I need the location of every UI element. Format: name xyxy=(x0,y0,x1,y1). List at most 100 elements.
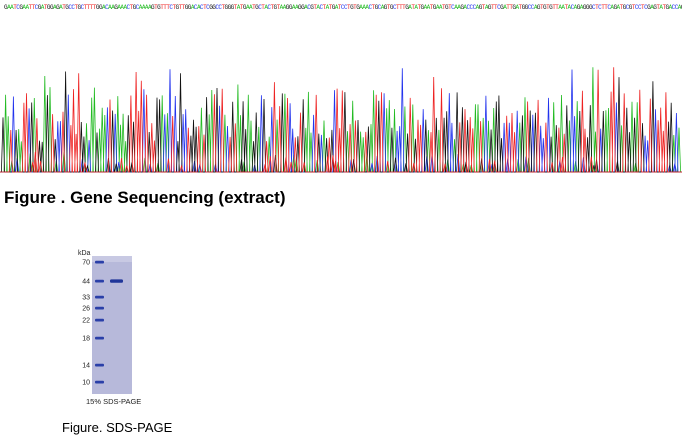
base-call: A xyxy=(359,4,363,11)
base-call: G xyxy=(77,4,82,11)
base-call: T xyxy=(160,4,164,11)
base-call: A xyxy=(454,4,458,11)
base-call: A xyxy=(677,4,682,11)
base-call: T xyxy=(92,4,97,11)
base-call: G xyxy=(536,4,541,11)
base-call: A xyxy=(53,4,57,11)
base-call: A xyxy=(10,4,14,11)
base-call: C xyxy=(671,4,676,11)
base-call: G xyxy=(681,4,682,11)
base-call: T xyxy=(490,4,495,11)
base-call: G xyxy=(224,4,229,11)
base-call: T xyxy=(386,4,391,11)
base-call: C xyxy=(368,4,372,11)
marker-label-10: 10 xyxy=(82,380,90,387)
base-call: C xyxy=(530,4,535,11)
base-call: G xyxy=(374,4,379,11)
base-call: T xyxy=(506,4,510,11)
gel-slab xyxy=(92,256,132,394)
base-call: A xyxy=(408,4,412,11)
base-call: C xyxy=(392,4,397,11)
base-call: G xyxy=(478,4,483,11)
base-call: G xyxy=(227,4,232,11)
marker-label-22: 22 xyxy=(82,318,90,325)
marker-band-22 xyxy=(95,318,104,322)
base-call: T xyxy=(509,4,513,11)
base-call: C xyxy=(215,4,219,11)
base-call: G xyxy=(184,4,189,11)
base-call: C xyxy=(570,4,575,11)
base-call: T xyxy=(178,4,183,11)
base-call: T xyxy=(347,4,351,11)
gel-unit-label: kDa xyxy=(78,250,91,257)
base-call: C xyxy=(307,4,311,11)
base-call: T xyxy=(270,4,274,11)
base-call: T xyxy=(163,4,167,11)
base-call: C xyxy=(598,4,602,11)
base-call: T xyxy=(555,4,559,11)
marker-band-33 xyxy=(95,295,104,299)
base-call: T xyxy=(31,4,36,11)
base-call: A xyxy=(365,4,369,11)
base-call: A xyxy=(141,4,146,11)
base-call: C xyxy=(258,4,262,11)
base-call: C xyxy=(527,4,532,11)
base-call: T xyxy=(631,4,636,11)
base-call: A xyxy=(236,4,241,11)
marker-band-44 xyxy=(95,279,104,283)
base-call: A xyxy=(334,4,339,11)
base-call: G xyxy=(310,4,314,11)
base-call: G xyxy=(288,4,293,11)
base-call: T xyxy=(276,4,281,11)
base-call: T xyxy=(604,4,608,11)
base-call: G xyxy=(500,4,504,11)
base-call: G xyxy=(356,4,360,11)
base-call: T xyxy=(172,4,176,11)
base-call: A xyxy=(40,4,45,11)
base-call: T xyxy=(402,4,406,11)
base-call: A xyxy=(426,4,431,11)
base-call: G xyxy=(37,4,42,11)
base-call: G xyxy=(56,4,60,11)
base-call: T xyxy=(552,4,556,11)
base-call: T xyxy=(328,4,333,11)
base-call: A xyxy=(123,4,127,11)
sequence-base-calls: GAATCGAATTCGATGGAGATGCCTGCTTTTGGACAAGAAA… xyxy=(4,4,682,12)
marker-label-26: 26 xyxy=(82,306,90,313)
base-call: G xyxy=(383,4,388,11)
base-call: C xyxy=(451,4,455,11)
base-call: T xyxy=(371,4,376,11)
marker-label-18: 18 xyxy=(82,336,90,343)
base-call: A xyxy=(503,4,507,11)
base-call: T xyxy=(518,4,523,11)
sds-page-gel-image: kDa 70 44 33 26 22 18 14 10 xyxy=(78,250,132,394)
base-call: C xyxy=(592,4,596,11)
base-call: A xyxy=(484,4,489,11)
base-call: A xyxy=(279,4,284,11)
marker-band-10 xyxy=(95,380,104,384)
base-call: G xyxy=(230,4,235,11)
base-call: A xyxy=(190,4,195,11)
base-call: C xyxy=(135,4,140,11)
base-call: C xyxy=(169,4,173,11)
gel-percentage-label: 15% SDS-PAGE xyxy=(86,397,142,406)
base-call: T xyxy=(166,4,170,11)
base-call: C xyxy=(193,4,198,11)
base-call: G xyxy=(46,4,51,11)
base-call: A xyxy=(423,4,428,11)
base-call: C xyxy=(105,4,109,11)
base-call: T xyxy=(181,4,186,11)
trace-T xyxy=(0,67,682,173)
base-call: T xyxy=(619,4,624,11)
base-call: G xyxy=(95,4,100,11)
base-call: G xyxy=(49,4,54,11)
base-call: G xyxy=(242,4,247,11)
base-call: G xyxy=(301,4,305,11)
base-call: A xyxy=(435,4,440,11)
base-call: T xyxy=(221,4,225,11)
base-call: A xyxy=(362,4,366,11)
base-call: A xyxy=(533,4,538,11)
base-call: T xyxy=(89,4,94,11)
base-call: A xyxy=(120,4,124,11)
gene-sequencing-caption: Figure . Gene Sequencing (extract) xyxy=(4,188,286,207)
